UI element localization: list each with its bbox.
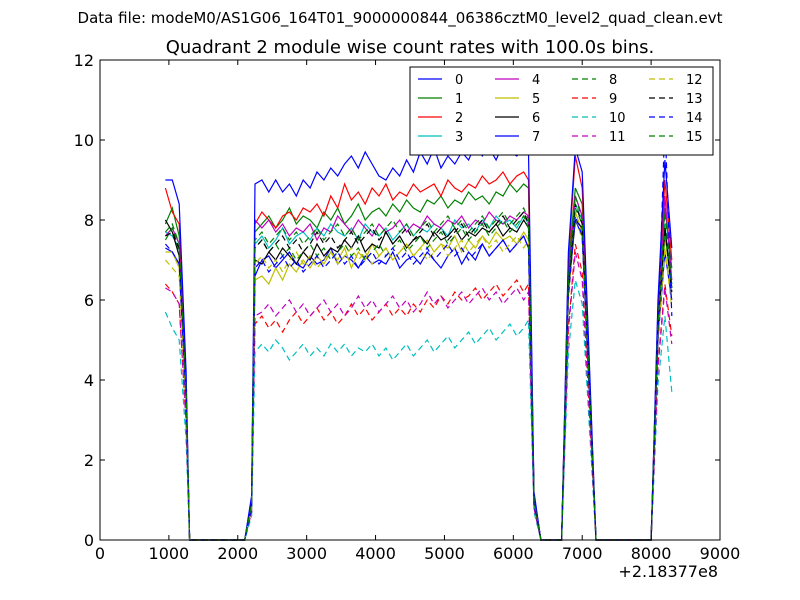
y-tick-label: 12 — [74, 51, 94, 70]
y-tick-label: 4 — [84, 371, 94, 390]
legend-label-9: 9 — [609, 92, 617, 107]
legend-label-2: 2 — [455, 111, 463, 126]
y-tick-label: 10 — [74, 131, 94, 150]
x-tick-label: 7000 — [562, 544, 603, 563]
legend-label-4: 4 — [532, 73, 540, 88]
series-line-2 — [164, 155, 673, 541]
x-tick-label: 5000 — [424, 544, 465, 563]
x-tick-label: 8000 — [631, 544, 672, 563]
legend-box — [409, 66, 714, 156]
legend-label-6: 6 — [532, 111, 540, 126]
x-tick-label: 9000 — [700, 544, 741, 563]
legend-label-10: 10 — [609, 111, 626, 126]
legend-label-0: 0 — [455, 73, 463, 88]
ticks-layer: 0 1000 2000 3000 4000 5000 6000 7000 8000 9000 0 2 4… — [74, 51, 741, 563]
series-line-3 — [165, 203, 673, 541]
x-tick-label: 2000 — [217, 544, 258, 563]
y-tick-label: 0 — [84, 531, 94, 550]
legend-label-15: 15 — [686, 130, 703, 145]
y-tick-label: 2 — [84, 451, 94, 470]
series-line-7 — [165, 142, 673, 541]
series-line-10 — [164, 279, 673, 541]
legend-label-1: 1 — [455, 92, 463, 107]
legend-label-8: 8 — [609, 73, 617, 88]
series-line-14 — [164, 119, 673, 541]
series-layer — [164, 119, 673, 541]
legend-label-13: 13 — [686, 92, 703, 107]
series-line-12 — [164, 215, 673, 541]
series-line-4 — [164, 195, 673, 541]
x-tick-label: 3000 — [286, 544, 327, 563]
data-file-supertitle: Data file: modeM0/AS1G06_164T01_90000008… — [77, 9, 723, 27]
series-line-15 — [164, 195, 673, 541]
series-line-0 — [165, 219, 673, 541]
legend-label-11: 11 — [609, 130, 626, 145]
series-line-13 — [165, 203, 673, 541]
x-tick-label: 4000 — [355, 544, 396, 563]
x-tick-label: 6000 — [493, 544, 534, 563]
y-tick-label: 6 — [84, 291, 94, 310]
x-tick-label: 0 — [95, 544, 105, 563]
series-line-11 — [165, 251, 673, 541]
x-tick-label: 1000 — [149, 544, 190, 563]
series-line-8 — [164, 207, 673, 541]
legend-label-5: 5 — [532, 92, 540, 107]
chart-title: Quadrant 2 module wise count rates with … — [165, 37, 655, 58]
legend-label-12: 12 — [686, 73, 703, 88]
legend-label-14: 14 — [686, 111, 703, 126]
series-line-9 — [164, 243, 673, 541]
x-offset-label: +2.18377e8 — [618, 562, 718, 581]
series-line-6 — [164, 218, 673, 541]
legend-label-7: 7 — [532, 130, 540, 145]
legend-label-3: 3 — [455, 130, 463, 145]
y-tick-label: 8 — [84, 211, 94, 230]
